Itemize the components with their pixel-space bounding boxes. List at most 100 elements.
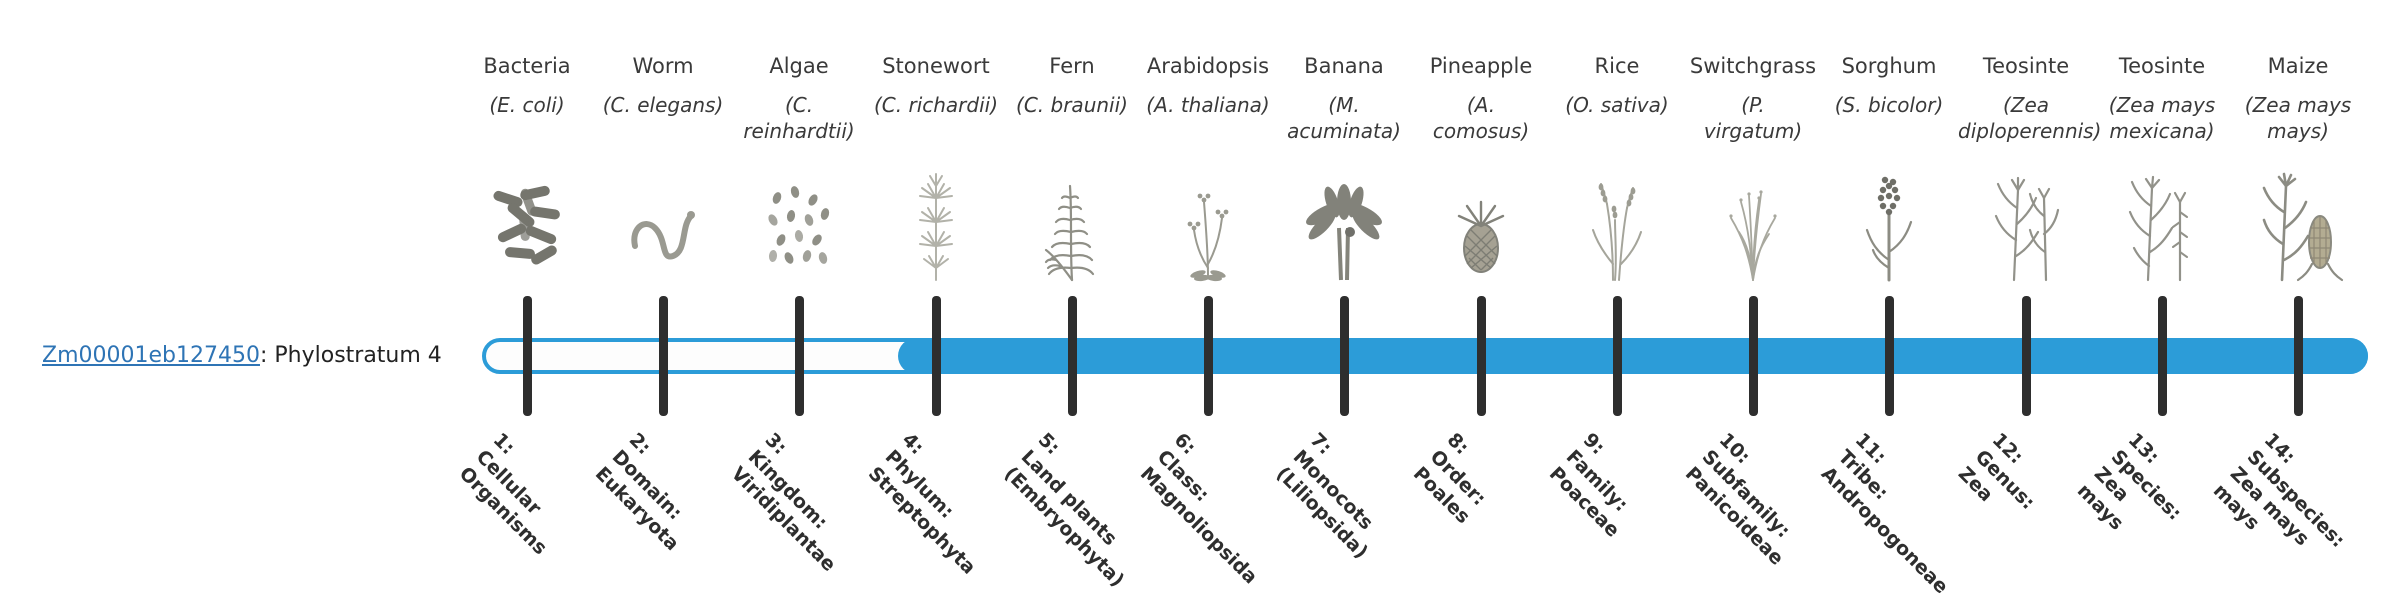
organism-scientific-name: (C. reinhardtii) (743, 93, 855, 143)
organism-name: Algae (769, 54, 829, 78)
organism-scientific-name: (C. richardii) (873, 93, 999, 117)
teosinte-mexicana-icon (2110, 168, 2214, 288)
stratum-tick (1612, 296, 1622, 416)
stratum-tick (1884, 296, 1894, 416)
stratum-label: 4: Phylum: Streptophyta (863, 428, 980, 579)
organism-name: Sorghum (1841, 54, 1937, 78)
stratum-column: Rice (O. sativa) 9: Family: Poac (1545, 0, 1685, 580)
organism-name: Teosinte (1982, 54, 2070, 78)
stratum-label: 7: Monocots (Liliopsida) (1271, 428, 1378, 564)
algae-icon (747, 168, 851, 288)
organism-names: Teosinte (Zea mays mexicana) (2094, 52, 2230, 144)
organism-names: Maize (Zea mays mays) (2230, 52, 2366, 144)
stratum-label: 9: Family: Poaceae (1544, 428, 1633, 542)
organism-scientific-name: (O. sativa) (1565, 93, 1669, 117)
organism-name: Bacteria (483, 54, 571, 78)
stratum-tick (1339, 296, 1349, 416)
organism-names: Sorghum (S. bicolor) (1821, 52, 1957, 118)
organism-names: Banana (M. acuminata) (1276, 52, 1412, 144)
organism-scientific-name: (A. comosus) (1432, 93, 1530, 143)
stratum-tick (1203, 296, 1213, 416)
organism-name: Switchgrass (1689, 54, 1817, 78)
stratum-tick (1476, 296, 1486, 416)
organism-names: Pineapple (A. comosus) (1413, 52, 1549, 144)
organism-names: Rice (O. sativa) (1549, 52, 1685, 118)
organism-name: Fern (1049, 54, 1095, 78)
organism-scientific-name: (C. elegans) (602, 93, 724, 117)
maize-icon (2246, 168, 2350, 288)
stratum-label: 2: Domain: Eukaryota (590, 428, 687, 556)
arabidopsis-icon (1156, 168, 1260, 288)
fern-icon (1020, 168, 1124, 288)
organism-scientific-name: (C. braunii) (1016, 93, 1128, 117)
stratum-tick (522, 296, 532, 416)
stratum-tick (1067, 296, 1077, 416)
stratum-column: Teosinte (Zea diploperennis) 12: Genus: … (1954, 0, 2102, 580)
organism-names: Worm (C. elegans) (595, 52, 731, 118)
organism-names: Fern (C. braunii) (1004, 52, 1140, 118)
phylostratum-chart: Zm00001eb127450: Phylostratum 4 Bacteria… (42, 0, 2368, 598)
organism-name: Pineapple (1429, 54, 1533, 78)
bacteria-icon (475, 168, 579, 288)
organism-names: Stonewort (C. richardii) (868, 52, 1004, 118)
stratum-tick (2157, 296, 2167, 416)
phylostratum-text: : Phylostratum 4 (259, 343, 442, 368)
organism-scientific-name: (Zea diploperennis) (1958, 93, 2102, 143)
stratum-label: 3: Kingdom: Viridiplantae (726, 428, 841, 576)
organism-scientific-name: (A. thaliana) (1146, 93, 1270, 117)
organism-name: Teosinte (2118, 54, 2206, 78)
stratum-column: Switchgrass (P. virgatum) (1681, 0, 1821, 580)
organism-scientific-name: (M. acuminata) (1287, 93, 1401, 143)
stratum-label: 5: Land plants (Embryophyta) (999, 428, 1129, 592)
stratum-column: Arabidopsis (A. thaliana) (1136, 0, 1276, 588)
organism-scientific-name: (S. bicolor) (1834, 93, 1944, 117)
organism-name: Rice (1594, 54, 1640, 78)
stratum-column: Fern (C. braunii) 5: Land pl (1000, 0, 1140, 591)
stratum-column: Stonewort (C. richardii) 4: Phylum: Stre… (864, 0, 1004, 580)
stratum-tick (1748, 296, 1758, 416)
worm-icon (611, 168, 715, 288)
stratum-column: Algae (C. reinhardtii) (727, 0, 867, 580)
gene-label: Zm00001eb127450: Phylostratum 4 (42, 342, 442, 370)
stratum-column: Sorghum (S. bicolor) 11: Tribe: (1817, 0, 1957, 598)
stratum-tick (931, 296, 941, 416)
stratum-column: Maize (Zea mays mays) 14: Subspecies: Ze… (2209, 0, 2366, 580)
stratum-label: 8: Order: Poales (1408, 428, 1491, 529)
organism-scientific-name: (Zea mays mays) (2244, 93, 2352, 143)
organism-name: Worm (632, 54, 694, 78)
organism-names: Teosinte (Zea diploperennis) (1958, 52, 2102, 144)
organism-names: Arabidopsis (A. thaliana) (1140, 52, 1276, 118)
stratum-column: Bacteria (E. coli) 1: Cellul (455, 0, 595, 580)
stratum-tick (658, 296, 668, 416)
gene-link[interactable]: Zm00001eb127450 (42, 343, 260, 368)
organism-scientific-name: (E. coli) (489, 93, 565, 117)
organism-names: Algae (C. reinhardtii) (731, 52, 867, 144)
stratum-label: 10: Subfamily: Panicoideae (1680, 428, 1795, 570)
organism-name: Maize (2267, 54, 2329, 78)
organism-name: Banana (1304, 54, 1384, 78)
organism-scientific-name: (Zea mays mexicana) (2108, 93, 2216, 143)
organism-names: Switchgrass (P. virgatum) (1685, 52, 1821, 144)
stratum-label: 12: Genus: Zea (1953, 428, 2039, 514)
stratum-column: Teosinte (Zea mays mexicana) 13: Species… (2073, 0, 2230, 580)
stratum-tick (794, 296, 804, 416)
rice-plant-icon (1565, 168, 1669, 288)
switchgrass-icon (1701, 168, 1805, 288)
phylostratum-track-fill (898, 338, 2368, 374)
stratum-tick (2293, 296, 2303, 416)
banana-tree-icon (1292, 168, 1396, 288)
stratum-label: 6: Class: Magnoliopsida (1135, 428, 1262, 589)
stratum-tick (2021, 296, 2031, 416)
organism-name: Stonewort (882, 54, 990, 78)
stratum-column: Banana (M. acuminata) 7: Monocots (Lilio… (1272, 0, 1412, 580)
stratum-column: Pineapple (A. comosus) 8: Order: Poales (1409, 0, 1549, 580)
organism-name: Arabidopsis (1146, 54, 1270, 78)
teosinte-diploperennis-icon (1974, 168, 2078, 288)
organism-names: Bacteria (E. coli) (459, 52, 595, 118)
stratum-column: Worm (C. elegans) 2: Domain: Eukaryota (591, 0, 731, 580)
pineapple-icon (1429, 168, 1533, 288)
sorghum-icon (1837, 168, 1941, 288)
organism-scientific-name: (P. virgatum) (1703, 93, 1803, 143)
stonewort-icon (884, 168, 988, 288)
stratum-label: 14: Subspecies: Zea mays mays (2208, 428, 2349, 552)
